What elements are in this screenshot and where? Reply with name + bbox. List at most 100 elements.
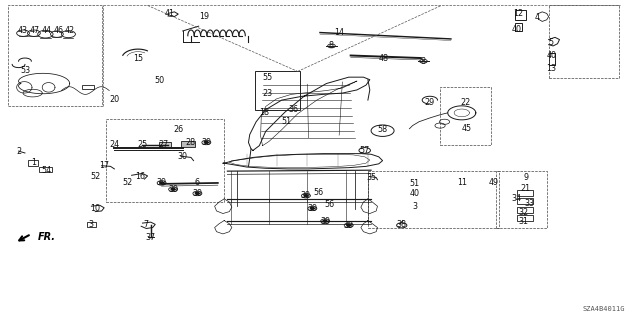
Text: 15: 15: [133, 53, 143, 62]
Text: 8: 8: [328, 41, 333, 51]
Text: 7: 7: [144, 220, 149, 229]
Bar: [39, 167, 52, 172]
Bar: [368, 171, 499, 228]
Text: 48: 48: [379, 53, 389, 62]
Bar: [495, 171, 547, 228]
Text: 3: 3: [89, 220, 94, 229]
Bar: [87, 222, 96, 227]
Text: 44: 44: [42, 26, 52, 35]
Text: 6: 6: [195, 179, 200, 188]
Bar: [516, 215, 532, 221]
Text: 2: 2: [16, 147, 21, 156]
Text: 26: 26: [173, 125, 183, 134]
Text: 39: 39: [301, 191, 311, 200]
Text: 39: 39: [157, 179, 166, 188]
Text: 40: 40: [546, 51, 556, 60]
Circle shape: [160, 182, 164, 184]
Text: 39: 39: [320, 217, 330, 226]
Text: 31: 31: [518, 217, 528, 226]
Bar: [8, 5, 102, 107]
Text: 52: 52: [90, 172, 100, 181]
Bar: [106, 119, 224, 202]
Text: 3: 3: [412, 202, 417, 211]
Text: 35: 35: [366, 173, 376, 182]
Circle shape: [323, 220, 327, 222]
Text: 41: 41: [165, 9, 175, 18]
Text: 1: 1: [31, 158, 36, 167]
Text: 56: 56: [314, 188, 324, 197]
Text: 58: 58: [378, 125, 388, 134]
Text: 52: 52: [122, 179, 132, 188]
Text: 12: 12: [513, 9, 523, 18]
Text: 18: 18: [259, 108, 269, 117]
Circle shape: [310, 207, 314, 209]
Text: 24: 24: [109, 140, 120, 149]
Text: 11: 11: [457, 179, 467, 188]
Circle shape: [195, 193, 199, 195]
Text: 47: 47: [30, 26, 40, 35]
Text: 19: 19: [198, 12, 209, 21]
Text: 16: 16: [135, 172, 145, 181]
Text: 40: 40: [410, 189, 419, 198]
Text: 21: 21: [520, 184, 531, 193]
Text: 51: 51: [410, 180, 420, 188]
Bar: [515, 10, 526, 20]
Text: 33: 33: [524, 198, 534, 207]
Text: 9: 9: [523, 173, 528, 182]
Text: 50: 50: [154, 76, 164, 85]
Text: 17: 17: [99, 161, 109, 170]
Text: 57: 57: [360, 146, 370, 155]
Text: 4: 4: [534, 13, 540, 22]
Text: 27: 27: [159, 140, 169, 149]
Bar: [28, 160, 38, 166]
Text: 51: 51: [282, 117, 292, 126]
Text: 5: 5: [548, 38, 554, 47]
Text: 28: 28: [186, 138, 195, 147]
Text: 23: 23: [262, 89, 273, 98]
Text: 13: 13: [546, 64, 556, 73]
Bar: [159, 141, 171, 147]
Text: 45: 45: [462, 124, 472, 133]
Text: 22: 22: [460, 98, 471, 107]
Bar: [548, 53, 555, 65]
Text: 39: 39: [193, 189, 202, 198]
Text: 46: 46: [53, 26, 63, 35]
Bar: [440, 87, 491, 145]
Text: 49: 49: [488, 179, 499, 188]
Text: FR.: FR.: [38, 232, 56, 242]
Bar: [548, 5, 619, 78]
Text: SZA4B4011G: SZA4B4011G: [583, 306, 625, 312]
Text: 10: 10: [90, 204, 100, 213]
Text: 30: 30: [178, 152, 188, 161]
Text: 37: 37: [146, 233, 156, 242]
Text: 34: 34: [512, 194, 522, 204]
Text: 20: 20: [109, 95, 120, 104]
Bar: [516, 207, 532, 212]
Circle shape: [347, 224, 351, 226]
Text: 25: 25: [138, 140, 148, 149]
Text: 8: 8: [421, 57, 426, 66]
Bar: [180, 141, 195, 147]
Bar: [516, 198, 532, 204]
Text: 38: 38: [397, 220, 407, 229]
Circle shape: [304, 195, 308, 197]
Text: 36: 36: [288, 105, 298, 114]
Text: 55: 55: [262, 73, 273, 82]
Text: 39: 39: [201, 138, 211, 147]
Text: 56: 56: [324, 200, 335, 209]
Circle shape: [172, 188, 175, 190]
Text: 14: 14: [334, 28, 344, 37]
Text: 43: 43: [17, 26, 28, 35]
Text: 29: 29: [425, 98, 435, 107]
Text: 40: 40: [512, 25, 522, 34]
Text: 39: 39: [344, 221, 354, 230]
Circle shape: [204, 141, 208, 143]
Text: 53: 53: [20, 66, 30, 75]
Bar: [83, 85, 94, 89]
Text: 54: 54: [42, 166, 52, 175]
Bar: [515, 23, 522, 31]
Text: 42: 42: [65, 26, 75, 35]
Text: 39: 39: [307, 204, 317, 213]
Text: 32: 32: [518, 208, 528, 217]
Text: 39: 39: [168, 185, 178, 194]
